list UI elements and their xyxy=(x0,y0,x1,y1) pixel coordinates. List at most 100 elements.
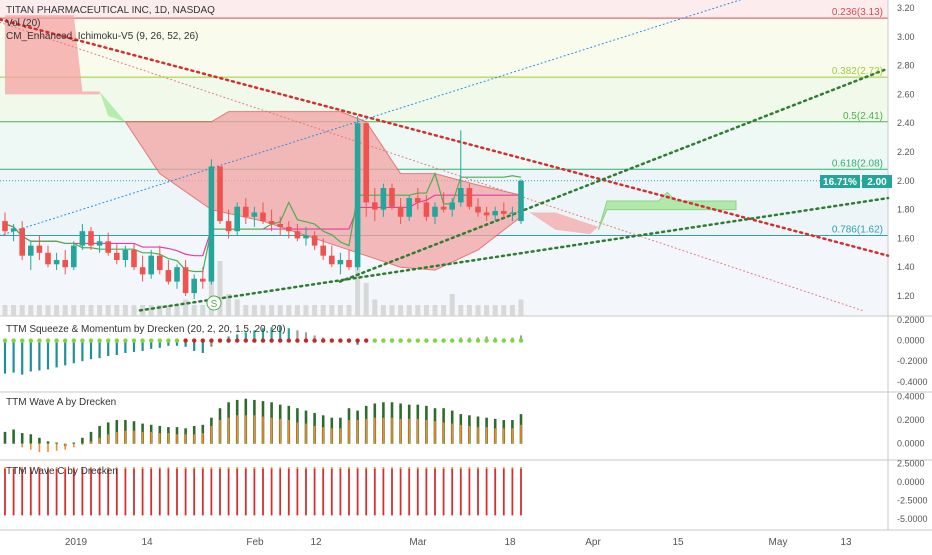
candle-body xyxy=(329,255,335,265)
volume-bar xyxy=(122,305,128,316)
candle-body xyxy=(268,221,275,224)
squeeze-dot xyxy=(235,338,240,343)
price-tick: 1.80 xyxy=(897,205,915,215)
volume-bar xyxy=(226,294,232,316)
volume-bar xyxy=(294,305,300,316)
volume-bar xyxy=(19,305,25,316)
candle-body xyxy=(432,206,438,217)
volume-bar xyxy=(346,305,352,316)
volume-bar xyxy=(286,305,292,316)
candle-body xyxy=(518,180,524,222)
squeeze-dot xyxy=(243,338,248,343)
price-tick: 3.20 xyxy=(897,3,915,13)
volume-bar xyxy=(389,305,395,316)
volume-bar xyxy=(148,305,154,316)
wave-c-pane-title[interactable]: TTM Wave C by Drecken xyxy=(6,466,118,477)
volume-bar xyxy=(45,305,51,316)
squeeze-dot xyxy=(338,338,343,343)
trend-line xyxy=(138,196,890,312)
squeeze-dot xyxy=(123,338,128,343)
candle-body xyxy=(71,245,77,268)
candle-body xyxy=(208,166,215,282)
candle-body xyxy=(303,235,309,239)
time-axis-label: 2019 xyxy=(65,537,88,548)
change-badge-text: 16.71% xyxy=(823,177,857,188)
candle-body xyxy=(105,241,111,253)
squeeze-dot xyxy=(20,338,25,343)
candle-body xyxy=(483,212,490,216)
squeeze-dot xyxy=(62,338,68,343)
candle-body xyxy=(174,267,180,282)
volume-bar xyxy=(88,305,94,316)
candle-body xyxy=(311,235,318,246)
squeeze-tick: -0.2000 xyxy=(897,356,928,366)
volume-bar xyxy=(423,305,429,316)
candle-body xyxy=(337,260,344,265)
fib-band xyxy=(0,0,888,19)
squeeze-dot xyxy=(295,338,300,343)
volume-bar xyxy=(380,305,386,316)
volume-bar xyxy=(303,305,309,316)
candle-body xyxy=(114,252,120,260)
candle-body xyxy=(294,231,301,239)
squeeze-dot xyxy=(510,338,515,343)
squeeze-dot xyxy=(131,338,137,343)
volume-bar xyxy=(398,305,404,316)
candle-body xyxy=(28,245,34,256)
ichimoku-cloud-bull xyxy=(99,91,126,122)
volume-bar xyxy=(329,305,335,316)
candle-body xyxy=(131,249,137,268)
candle-body xyxy=(260,212,266,222)
price-tick: 2.00 xyxy=(897,176,915,186)
volume-bar xyxy=(2,305,8,316)
candle-body xyxy=(354,123,361,268)
volume-indicator-label[interactable]: Vol (20) xyxy=(6,18,41,29)
wave-a-pane-title[interactable]: TTM Wave A by Drecken xyxy=(6,397,117,408)
price-tick: 1.40 xyxy=(897,262,915,272)
price-tick: 1.20 xyxy=(897,291,915,301)
candle-body xyxy=(182,267,189,294)
symbol-title[interactable]: TITAN PHARMACEUTICAL INC, 1D, NASDAQ xyxy=(6,5,215,16)
squeeze-dot xyxy=(166,338,171,343)
candle-body xyxy=(277,224,283,227)
candle-body xyxy=(157,255,163,271)
candle-body xyxy=(440,206,447,210)
volume-bar xyxy=(183,299,189,316)
volume-bar xyxy=(174,305,180,316)
squeeze-dot xyxy=(106,338,111,343)
candle-body xyxy=(397,206,404,217)
squeeze-dot xyxy=(71,338,77,343)
volume-bar xyxy=(372,299,378,316)
candle-body xyxy=(251,212,258,217)
ichimoku-cloud-bear xyxy=(5,15,100,95)
ichimoku-cloud-bull xyxy=(597,191,737,230)
candle-body xyxy=(320,245,326,256)
squeeze-dot xyxy=(183,338,188,343)
candle-body xyxy=(2,221,8,232)
candle-body xyxy=(475,206,481,213)
squeeze-dot xyxy=(157,338,162,343)
candle-body xyxy=(415,198,421,203)
squeeze-pane-title[interactable]: TTM Squeeze & Momentum by Drecken (20, 2… xyxy=(6,324,286,335)
volume-bar xyxy=(518,299,524,316)
volume-bar xyxy=(131,305,137,316)
squeeze-dot xyxy=(80,338,85,343)
squeeze-dot xyxy=(174,338,180,343)
candle-body xyxy=(243,206,249,217)
squeeze-tick: 0.0000 xyxy=(897,336,925,346)
fib-band xyxy=(0,77,888,122)
squeeze-dot xyxy=(2,338,8,343)
candle-body xyxy=(458,188,464,203)
wave-a-tick: 0.2000 xyxy=(897,415,925,425)
squeeze-dot xyxy=(140,338,145,343)
ichimoku-indicator-label[interactable]: CM_Enhanced_Ichimoku-V5 (9, 26, 52, 26) xyxy=(6,31,199,42)
volume-bar xyxy=(165,305,171,316)
volume-bar xyxy=(466,305,472,316)
squeeze-dot xyxy=(346,338,352,343)
candle-body xyxy=(372,202,378,210)
candle-body xyxy=(492,211,498,216)
squeeze-dot xyxy=(28,338,33,343)
time-axis-label: 13 xyxy=(840,537,852,548)
time-axis-label: 12 xyxy=(310,537,322,548)
